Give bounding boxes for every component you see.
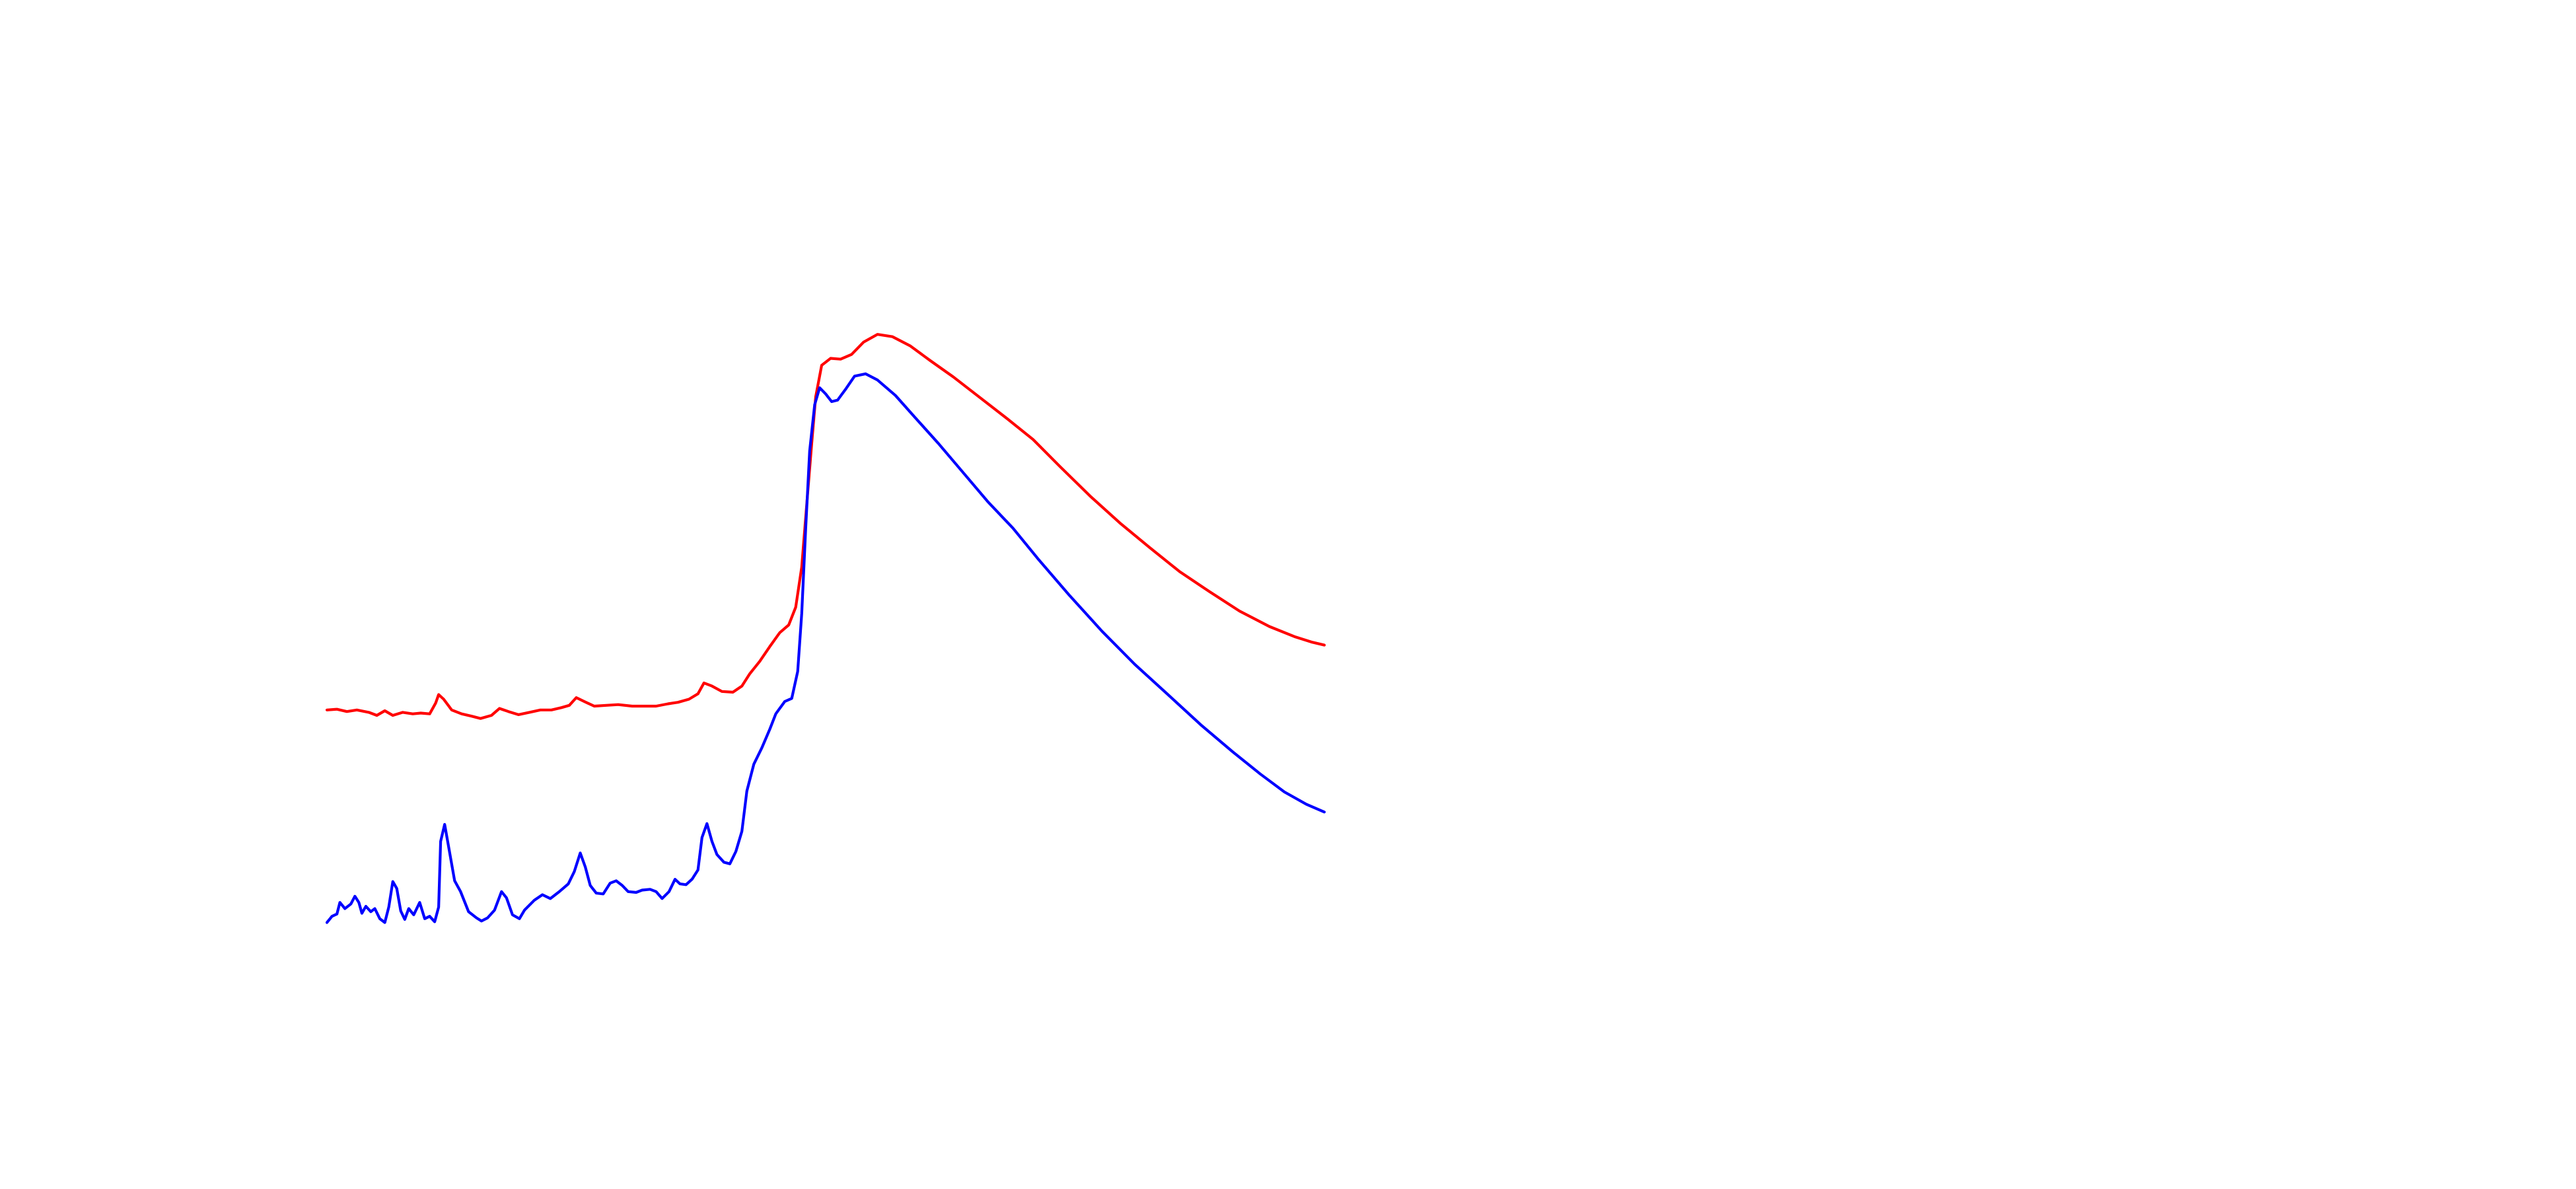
series-line-1 <box>325 333 1326 720</box>
series-line-2 <box>325 372 1326 924</box>
series-layer <box>325 333 1326 924</box>
